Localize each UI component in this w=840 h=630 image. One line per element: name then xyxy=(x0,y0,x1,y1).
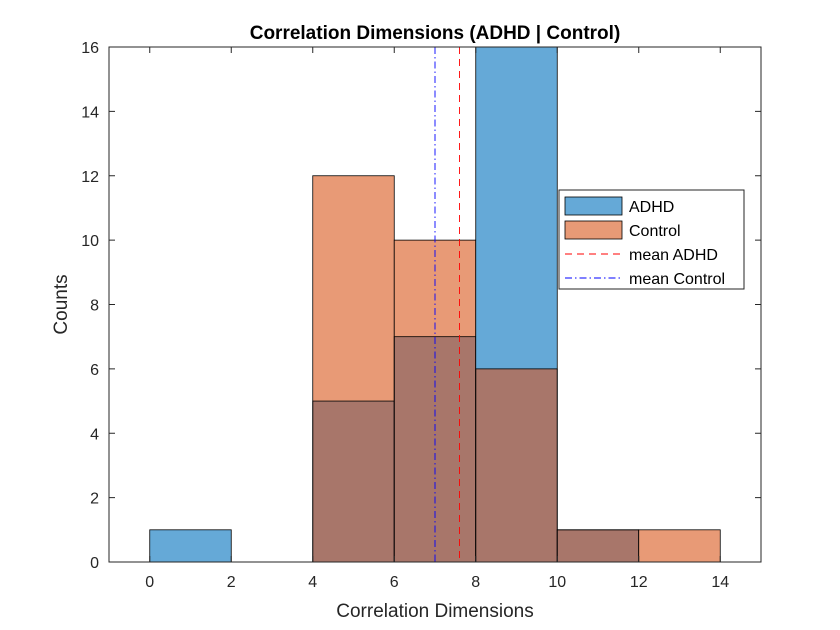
legend: ADHD Control mean ADHD mean Control xyxy=(558,189,745,290)
y-tick-label: 16 xyxy=(81,40,99,57)
x-tick-label: 6 xyxy=(390,574,399,591)
x-tick-label: 14 xyxy=(711,574,729,591)
y-tick-label: 12 xyxy=(81,169,99,186)
y-tick-label: 2 xyxy=(90,491,99,508)
legend-label-mean-control: mean Control xyxy=(629,271,725,288)
x-tick-label: 10 xyxy=(548,574,566,591)
y-tick-label: 10 xyxy=(81,233,99,250)
reference-lines-group xyxy=(434,47,460,562)
x-tick-label: 0 xyxy=(145,574,154,591)
bar-overlap-bin-2 xyxy=(312,401,395,562)
y-axis-label: Counts xyxy=(51,274,72,334)
bar-adhd-bin-4 xyxy=(475,47,558,369)
y-tick-label: 14 xyxy=(81,104,99,121)
legend-swatch-control xyxy=(564,220,623,240)
y-tick-label: 4 xyxy=(90,426,99,443)
legend-label-control: Control xyxy=(629,223,681,240)
legend-label-adhd: ADHD xyxy=(629,199,674,216)
axes-group: 0 2 4 6 8 10 12 14 0 2 4 6 8 10 12 14 16 xyxy=(81,40,762,591)
x-tick-label: 12 xyxy=(630,574,648,591)
y-tick-label: 0 xyxy=(90,555,99,572)
chart-title: Correlation Dimensions (ADHD | Control) xyxy=(250,23,621,44)
x-tick-label: 2 xyxy=(227,574,236,591)
bar-control-bin-6 xyxy=(638,529,721,562)
bars-group xyxy=(149,46,721,563)
legend-swatch-adhd xyxy=(564,196,623,216)
x-tick-label: 8 xyxy=(471,574,480,591)
y-tick-label: 6 xyxy=(90,362,99,379)
x-tick-label: 4 xyxy=(308,574,317,591)
bar-adhd-bin-0 xyxy=(149,529,232,562)
legend-label-mean-adhd: mean ADHD xyxy=(629,247,718,264)
bar-overlap-bin-4 xyxy=(475,368,558,562)
bar-control-bin-2 xyxy=(312,175,395,402)
x-axis-label: Correlation Dimensions xyxy=(336,601,533,622)
bar-overlap-bin-5 xyxy=(557,529,639,562)
y-tick-label: 8 xyxy=(90,298,99,315)
